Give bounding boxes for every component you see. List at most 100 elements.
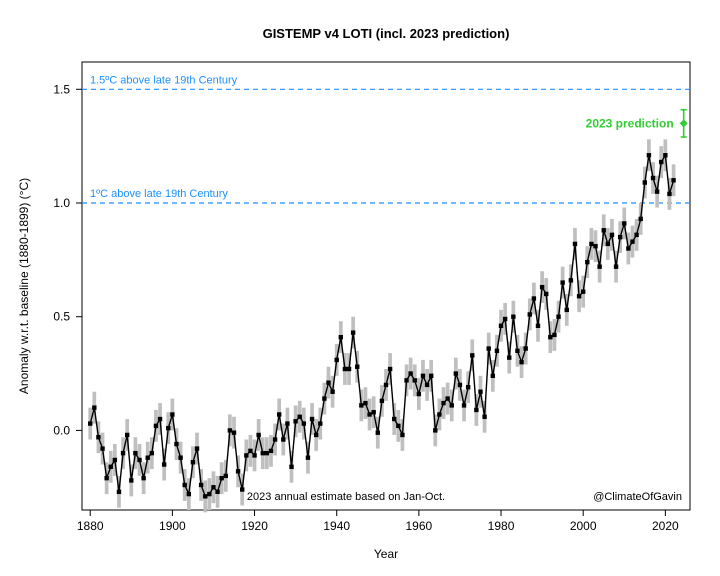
data-marker	[104, 476, 108, 480]
data-marker	[129, 478, 133, 482]
data-marker	[614, 264, 618, 268]
data-marker	[396, 424, 400, 428]
data-marker	[610, 233, 614, 237]
data-marker	[162, 462, 166, 466]
data-marker	[482, 415, 486, 419]
data-marker	[532, 296, 536, 300]
data-marker	[466, 385, 470, 389]
data-marker	[113, 458, 117, 462]
data-marker	[314, 433, 318, 437]
data-marker	[199, 483, 203, 487]
chart-svg: GISTEMP v4 LOTI (incl. 2023 prediction)1…	[0, 0, 720, 576]
data-marker	[371, 410, 375, 414]
data-marker	[528, 312, 532, 316]
data-marker	[363, 401, 367, 405]
data-marker	[507, 355, 511, 359]
data-marker	[569, 278, 573, 282]
x-tick-label: 1880	[77, 519, 104, 533]
data-marker	[581, 289, 585, 293]
caption-left: 2023 annual estimate based on Jan-Oct.	[247, 491, 445, 503]
y-tick-label: 1.5	[53, 82, 70, 96]
data-marker	[141, 476, 145, 480]
data-marker	[454, 371, 458, 375]
data-marker	[215, 490, 219, 494]
data-marker	[671, 178, 675, 182]
data-marker	[326, 380, 330, 384]
data-marker	[265, 451, 269, 455]
data-marker	[367, 412, 371, 416]
data-marker	[487, 346, 491, 350]
data-marker	[585, 260, 589, 264]
data-marker	[302, 421, 306, 425]
y-tick-label: 0.0	[53, 423, 70, 437]
data-marker	[174, 442, 178, 446]
data-marker	[96, 435, 100, 439]
data-marker	[470, 353, 474, 357]
data-marker	[536, 324, 540, 328]
data-marker	[293, 419, 297, 423]
data-marker	[277, 412, 281, 416]
data-marker	[236, 469, 240, 473]
data-marker	[519, 360, 523, 364]
data-marker	[499, 324, 503, 328]
data-marker	[355, 365, 359, 369]
data-marker	[380, 399, 384, 403]
y-axis-label: Anomaly w.r.t. baseline (1880-1899) (°C)	[17, 178, 31, 394]
y-tick-label: 0.5	[53, 310, 70, 324]
data-marker	[109, 465, 113, 469]
data-marker	[166, 426, 170, 430]
data-marker	[593, 244, 597, 248]
data-marker	[306, 455, 310, 459]
data-marker	[281, 437, 285, 441]
data-marker	[92, 405, 96, 409]
data-marker	[491, 374, 495, 378]
data-marker	[544, 292, 548, 296]
data-marker	[413, 378, 417, 382]
data-marker	[552, 333, 556, 337]
data-marker	[421, 374, 425, 378]
data-marker	[322, 396, 326, 400]
data-marker	[100, 446, 104, 450]
reference-label: 1.5ºC above late 19th Century	[90, 74, 238, 86]
reference-label: 1ºC above late 19th Century	[90, 188, 228, 200]
data-marker	[425, 383, 429, 387]
data-marker	[515, 349, 519, 353]
data-marker	[244, 453, 248, 457]
data-marker	[634, 233, 638, 237]
data-marker	[170, 412, 174, 416]
data-marker	[384, 383, 388, 387]
x-tick-label: 2020	[652, 519, 679, 533]
data-marker	[626, 246, 630, 250]
data-marker	[630, 239, 634, 243]
data-marker	[622, 221, 626, 225]
data-marker	[503, 317, 507, 321]
data-marker	[655, 189, 659, 193]
data-marker	[392, 417, 396, 421]
data-marker	[548, 335, 552, 339]
data-marker	[643, 180, 647, 184]
data-marker	[310, 417, 314, 421]
data-marker	[540, 285, 544, 289]
data-marker	[458, 383, 462, 387]
data-marker	[178, 455, 182, 459]
data-marker	[117, 490, 121, 494]
data-marker	[556, 315, 560, 319]
data-marker	[659, 160, 663, 164]
prediction-marker	[680, 119, 688, 127]
data-marker	[597, 264, 601, 268]
data-marker	[125, 433, 129, 437]
x-axis-label: Year	[374, 547, 398, 561]
data-marker	[602, 228, 606, 232]
data-marker	[388, 367, 392, 371]
data-marker	[191, 460, 195, 464]
data-marker	[437, 412, 441, 416]
data-marker	[335, 358, 339, 362]
data-marker	[651, 176, 655, 180]
data-marker	[318, 421, 322, 425]
data-marker	[183, 483, 187, 487]
data-marker	[195, 446, 199, 450]
caption-right: @ClimateOfGavin	[593, 491, 682, 503]
data-marker	[219, 476, 223, 480]
data-marker	[285, 421, 289, 425]
data-marker	[606, 242, 610, 246]
